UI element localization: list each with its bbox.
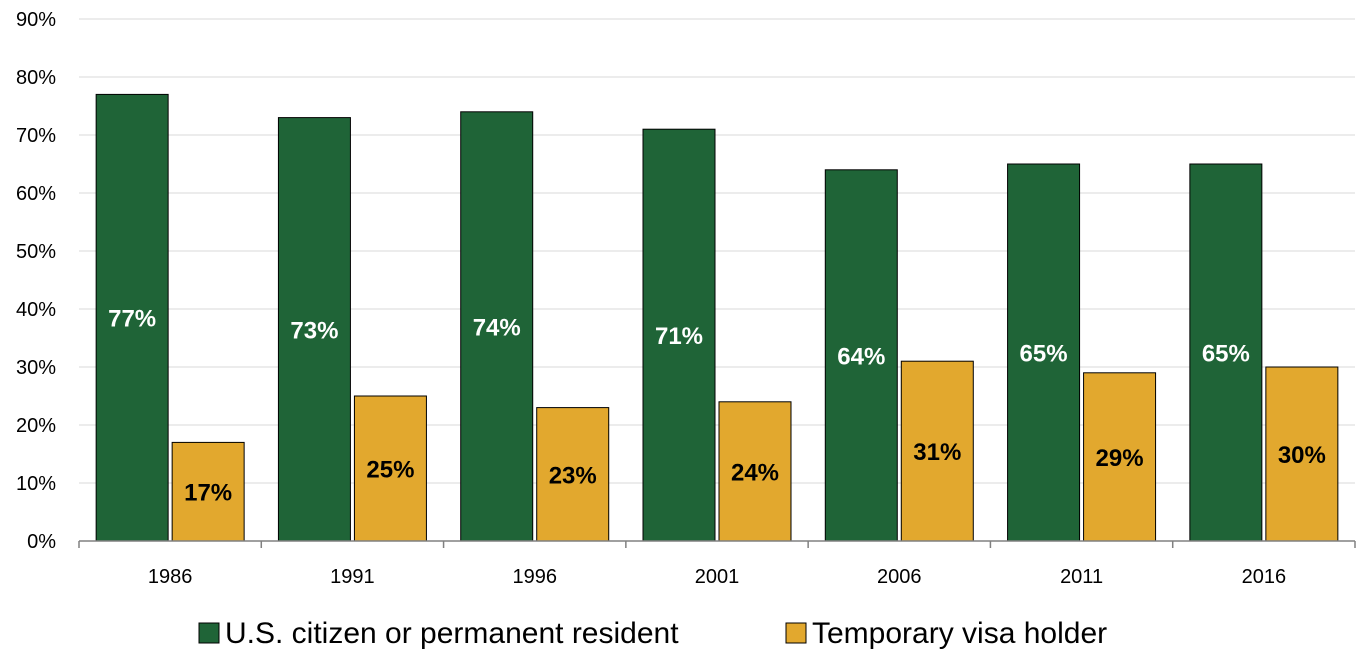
x-tick-label: 2016 [1242,566,1287,588]
bar-visa [900,360,974,542]
data-label: 30% [1278,442,1326,469]
bar-visa [1083,372,1157,542]
data-label: 71% [655,323,703,350]
y-tick-label: 60% [16,183,56,205]
x-tick-label: 2011 [1060,566,1103,588]
data-label: 65% [1202,341,1250,368]
data-label: 31% [913,439,961,466]
bar-citizen [824,169,898,542]
y-tick-label: 50% [16,241,56,263]
x-axis-ticks: 1986 1991 1996 2001 2006 2011 2016 [148,566,1286,588]
y-tick-label: 10% [16,473,56,495]
legend-swatch [198,622,220,644]
y-tick-label: 70% [16,125,56,147]
data-label: 23% [549,462,597,489]
data-label: 65% [1020,341,1068,368]
y-tick-label: 40% [16,299,56,321]
x-tick-label: 1986 [148,566,193,588]
bar-citizen [642,128,716,542]
data-label: 24% [731,459,779,486]
data-label: 29% [1096,445,1144,472]
data-label: 74% [473,314,521,341]
y-tick-label: 20% [16,415,56,437]
y-tick-label: 80% [16,67,56,89]
data-label: 64% [837,343,885,370]
data-label: 25% [366,457,414,484]
bar-visa [1265,366,1339,542]
legend-label: U.S. citizen or permanent resident [225,617,679,650]
y-tick-label: 30% [16,357,56,379]
bars: 77% 17% 73% 25% 74% 23% 71% 24% 64% 31% 65% 29% 65% 3… [95,93,1339,542]
bar-citizen [1007,163,1081,542]
y-tick-label: 0% [27,531,56,553]
data-label: 73% [290,317,338,344]
x-axis [78,540,1356,548]
x-tick-label: 1996 [512,566,557,588]
x-tick-label: 1991 [330,566,375,588]
bar-visa [536,407,610,542]
y-tick-label: 90% [16,9,56,31]
legend-label: Temporary visa holder [812,617,1107,650]
gridlines [79,18,1355,484]
data-label: 17% [184,480,232,507]
bar-citizen [95,93,169,542]
bar-visa [718,401,792,542]
bar-citizen [1189,163,1263,542]
x-tick-label: 2006 [877,566,922,588]
legend: U.S. citizen or permanent resident Tempor… [198,617,1107,650]
legend-swatch [785,622,807,644]
data-label: 77% [108,306,156,333]
x-tick-label: 2001 [695,566,740,588]
y-axis-ticks: 0% 10% 20% 30% 40% 50% 60% 70% 80% 90% [16,9,56,553]
